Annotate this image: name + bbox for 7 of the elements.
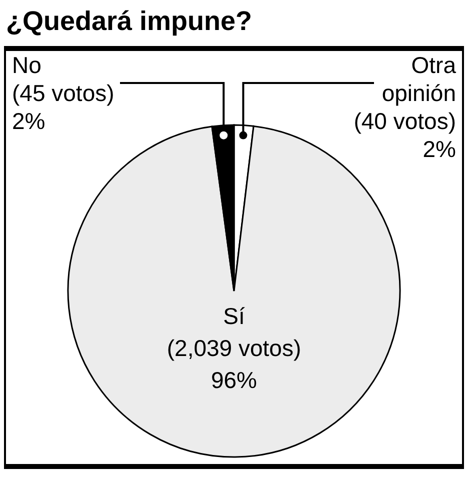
data-label: (40 votos) 2% <box>354 108 456 162</box>
data-label: (45 votos) 2% <box>12 80 114 134</box>
slice-label: Sí <box>223 303 246 330</box>
data-label: (2,039 votos) 96% <box>166 335 302 394</box>
slice-label: No <box>12 52 42 78</box>
slice-label: Otra opinión <box>382 52 456 106</box>
chart-title: ¿Quedará impune? <box>6 6 252 36</box>
